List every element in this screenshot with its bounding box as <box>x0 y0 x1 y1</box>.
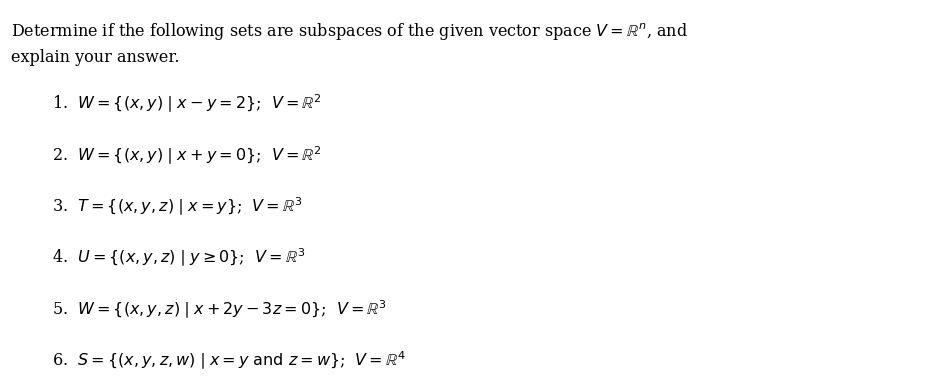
Text: 4.  $U = \{(x, y, z) \mid y \geq 0\}$;  $V = \mathbb{R}^3$: 4. $U = \{(x, y, z) \mid y \geq 0\}$; $V… <box>52 247 305 269</box>
Text: 3.  $T = \{(x, y, z) \mid x = y\}$;  $V = \mathbb{R}^3$: 3. $T = \{(x, y, z) \mid x = y\}$; $V = … <box>52 196 302 218</box>
Text: 1.  $W = \{(x, y) \mid x - y = 2\}$;  $V = \mathbb{R}^2$: 1. $W = \{(x, y) \mid x - y = 2\}$; $V =… <box>52 93 321 116</box>
Text: 5.  $W = \{(x, y, z) \mid x + 2y - 3z = 0\}$;  $V = \mathbb{R}^3$: 5. $W = \{(x, y, z) \mid x + 2y - 3z = 0… <box>52 298 386 321</box>
Text: explain your answer.: explain your answer. <box>11 49 180 66</box>
Text: 2.  $W = \{(x, y) \mid x + y = 0\}$;  $V = \mathbb{R}^2$: 2. $W = \{(x, y) \mid x + y = 0\}$; $V =… <box>52 144 321 167</box>
Text: 6.  $S = \{(x, y, z, w) \mid x = y \text{ and } z = w\}$;  $V = \mathbb{R}^4$: 6. $S = \{(x, y, z, w) \mid x = y \text{… <box>52 350 405 372</box>
Text: Determine if the following sets are subspaces of the given vector space $V = \ma: Determine if the following sets are subs… <box>11 21 688 42</box>
